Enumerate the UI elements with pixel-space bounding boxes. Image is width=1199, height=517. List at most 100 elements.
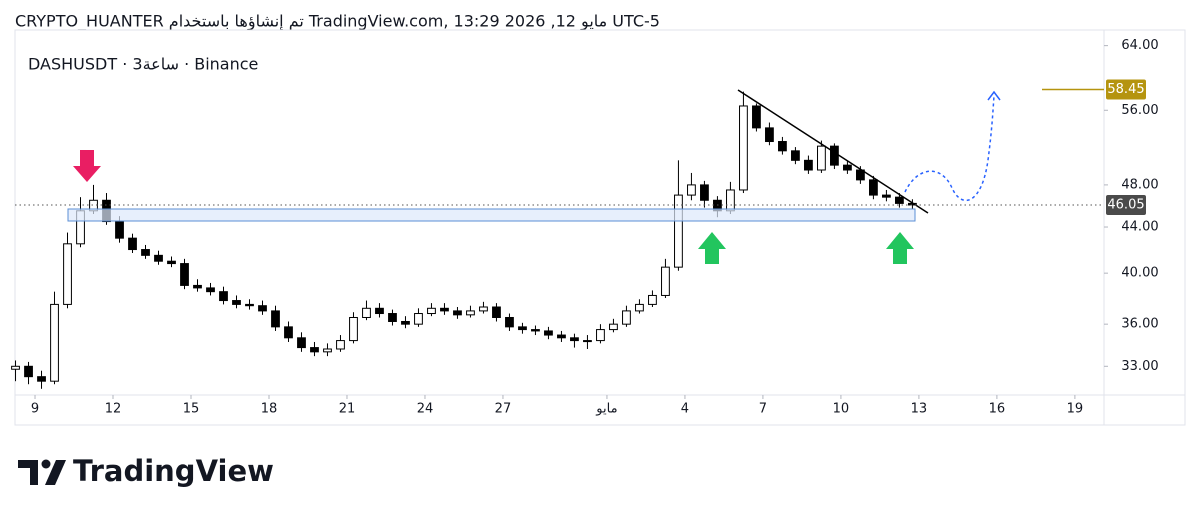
header: CRYPTO_HUANTER تم إنشاؤها باستخدام Tradi…	[15, 12, 660, 32]
trend-line	[737, 89, 929, 214]
x-tick-label: 24	[417, 402, 434, 417]
candle-body	[531, 329, 540, 332]
candle-body	[24, 365, 33, 378]
y-tick-label: 64.00	[1121, 38, 1158, 53]
candle-body	[557, 334, 566, 339]
legend: DASHUSDT · 3ساعة · Binance	[28, 55, 258, 74]
candle-body	[440, 307, 449, 312]
candle-body	[700, 184, 709, 201]
projection-arrowhead	[987, 90, 1001, 101]
candle-body	[661, 266, 670, 296]
x-tick-label: 10	[833, 402, 850, 417]
x-tick-label: 18	[261, 402, 278, 417]
x-tick-label: 16	[989, 402, 1006, 417]
logo-icon	[18, 460, 38, 485]
candle-body	[284, 326, 293, 339]
candle-body	[37, 376, 46, 382]
logo-icon	[41, 459, 51, 469]
candle-body	[674, 194, 683, 268]
up-arrow	[698, 232, 726, 264]
candle-body	[271, 310, 280, 328]
candle-body	[362, 307, 371, 318]
level-label: 58.45	[1107, 82, 1144, 97]
candle-body	[518, 326, 527, 331]
candle-body	[401, 320, 410, 325]
candle-body	[128, 237, 137, 251]
last-price-box	[1106, 194, 1146, 215]
x-tick-label: 27	[495, 402, 512, 417]
x-tick-label: 21	[339, 402, 356, 417]
up-arrow	[886, 232, 914, 264]
candle-body	[687, 184, 696, 196]
candle-body	[414, 313, 423, 325]
x-tick-label: مايو	[595, 402, 617, 417]
candle-body	[258, 305, 267, 312]
x-tick-label: 15	[183, 402, 200, 417]
candle-body	[375, 307, 384, 315]
candle-body	[206, 287, 215, 293]
candle-body	[141, 249, 150, 256]
candle-body	[297, 337, 306, 349]
y-tick-label: 40.00	[1121, 266, 1158, 281]
candle-body	[609, 323, 618, 331]
candle-body	[167, 260, 176, 265]
candle-body	[804, 159, 813, 171]
candle-body	[466, 310, 475, 316]
y-tick-label: 44.00	[1121, 220, 1158, 235]
candle-body	[622, 310, 631, 325]
candle-body	[193, 284, 202, 289]
candle-body	[453, 310, 462, 316]
candle-body	[154, 254, 163, 262]
candle-body	[596, 329, 605, 342]
candle-body	[544, 330, 553, 336]
y-tick-label: 48.00	[1121, 177, 1158, 192]
candle-body	[323, 348, 332, 353]
candle-body	[752, 105, 761, 129]
candle-body	[492, 306, 501, 318]
candle-body	[843, 164, 852, 171]
candle-body	[349, 316, 358, 342]
candle-body	[570, 337, 579, 342]
y-tick-label: 56.00	[1121, 103, 1158, 118]
x-tick-label: 9	[31, 402, 39, 417]
candle-body	[115, 221, 124, 239]
candle-body	[180, 263, 189, 286]
logo-icon	[45, 460, 66, 485]
frame	[14, 29, 1186, 426]
candle-body	[427, 307, 436, 315]
candle-body	[11, 365, 20, 370]
brand: TradingView	[73, 454, 274, 488]
candle-body	[583, 340, 592, 343]
candle-body	[479, 306, 488, 312]
candle-body	[219, 291, 228, 302]
x-tick-label: 4	[681, 402, 689, 417]
candle-body	[245, 303, 254, 307]
candle-body	[50, 303, 59, 382]
x-tick-label: 12	[105, 402, 122, 417]
y-tick-label: 36.00	[1121, 317, 1158, 332]
candle-body	[739, 105, 748, 191]
support-zone	[67, 208, 916, 222]
candle-body	[232, 300, 241, 305]
candle-body	[765, 127, 774, 143]
candle-body	[726, 189, 735, 212]
last-price-label: 46.05	[1107, 197, 1144, 212]
candle-body	[63, 243, 72, 305]
candle-body	[869, 179, 878, 196]
candle-body	[648, 294, 657, 305]
candle-body	[778, 141, 787, 152]
plot	[11, 91, 917, 389]
candle-body	[830, 145, 839, 166]
candle-body	[388, 313, 397, 322]
x-tick-label: 19	[1067, 402, 1084, 417]
candle-body	[310, 347, 319, 353]
candle-body	[505, 316, 514, 328]
projection-path	[904, 95, 995, 202]
logo	[18, 459, 66, 485]
candle-body	[817, 145, 826, 171]
y-tick-label: 33.00	[1121, 359, 1158, 374]
candle-body	[635, 303, 644, 312]
level-box	[1106, 79, 1146, 100]
x-tick-label: 13	[911, 402, 928, 417]
